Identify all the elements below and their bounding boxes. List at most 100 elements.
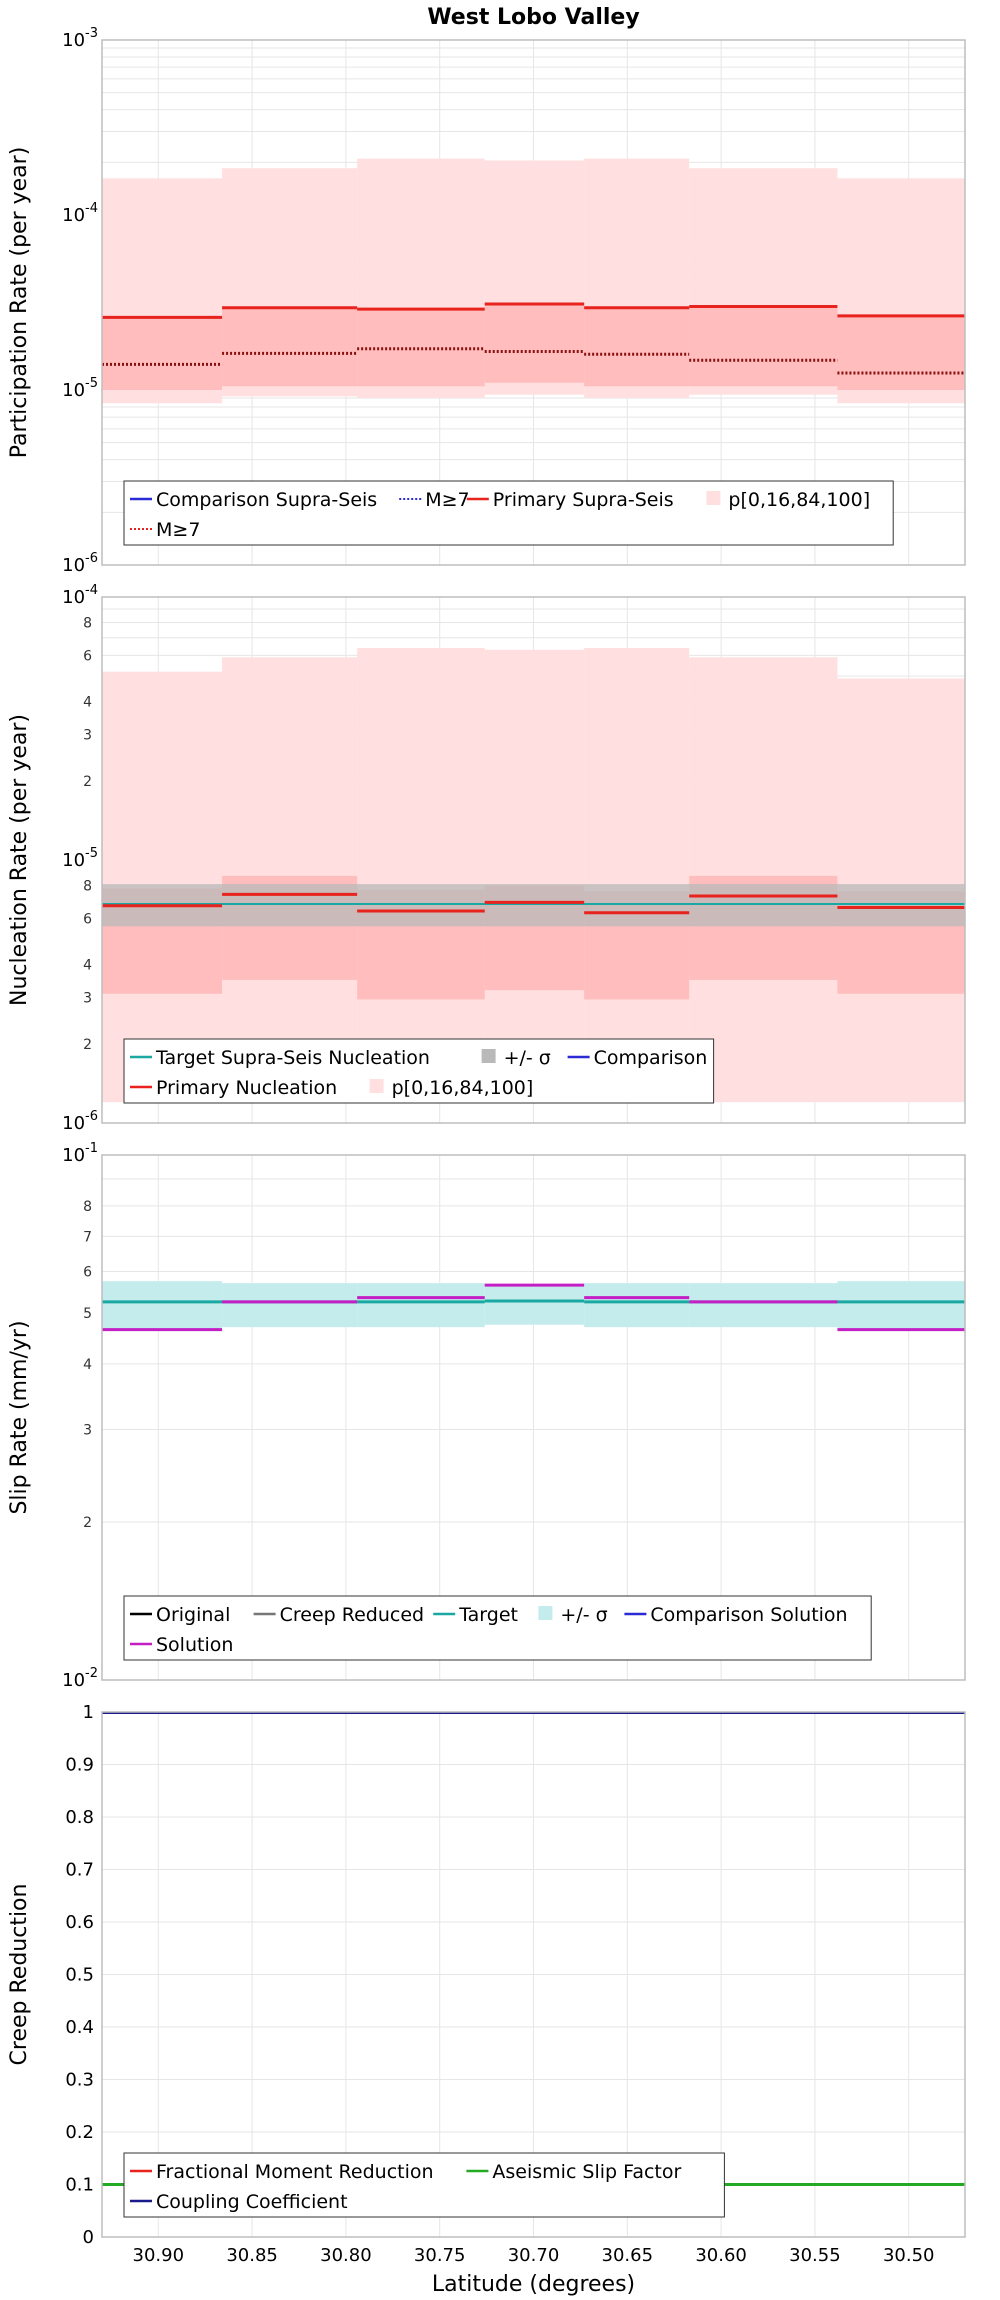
legend-label: +/- σ	[504, 1047, 551, 1069]
y-tick-label: 10-6	[62, 551, 98, 576]
y-tick-label: 1	[83, 1702, 94, 1723]
legend-label: +/- σ	[560, 1604, 607, 1626]
y-tick-label: 0.7	[65, 1860, 94, 1881]
target-sigma-band	[584, 1283, 690, 1328]
legend: Original Creep Reduced Target +/- σ Comparis…	[123, 1595, 872, 1661]
y-tick-label: 10-6	[62, 1109, 98, 1134]
band-p16-p84	[837, 315, 965, 390]
y-tick-label: 10-4	[62, 201, 98, 226]
legend-label: p[0,16,84,100]	[392, 1077, 534, 1099]
y-minor-tick-label: 8	[83, 878, 92, 894]
legend: Comparison Supra-Seis M≥7 Primary Supra-Se…	[123, 480, 894, 546]
legend-label: Aseismic Slip Factor	[492, 2161, 681, 2183]
panel-nucleation: 10-4 10-5 10-6 8 6 4 3 2 8 6 4 3 2 Nucleation Rate (p…	[7, 583, 966, 1134]
legend-swatch	[481, 1049, 496, 1063]
x-tick-label: 30.55	[789, 2245, 841, 2266]
y-tick-label: 0.3	[65, 2070, 94, 2091]
target-sigma-band	[222, 1283, 358, 1328]
y-minor-tick-label: 4	[83, 695, 92, 711]
legend-label: M≥7	[425, 489, 469, 511]
legend-label: p[0,16,84,100]	[728, 489, 870, 511]
y-minor-tick-label: 7	[83, 1229, 92, 1245]
legend-label: Comparison	[594, 1047, 708, 1069]
y-minor-tick-label: 3	[83, 728, 92, 744]
band-p0-p100	[584, 647, 690, 1103]
legend-label: Creep Reduced	[280, 1604, 424, 1626]
y-minor-tick-label: 6	[83, 911, 92, 927]
y-minor-tick-label: 6	[83, 1264, 92, 1280]
y-minor-tick-label: 4	[83, 1357, 92, 1373]
target-sigma-band	[689, 1283, 838, 1328]
plot-frame	[101, 39, 966, 566]
legend-label: Primary Nucleation	[156, 1077, 337, 1099]
y-axis-title: Nucleation Rate (per year)	[7, 714, 32, 1006]
x-tick-label: 30.80	[320, 2245, 372, 2266]
y-tick-label: 0.5	[65, 1965, 94, 1986]
y-tick-label: 10-4	[62, 583, 98, 608]
y-tick-label: 10-5	[62, 846, 98, 871]
y-minor-tick-label: 4	[83, 958, 92, 974]
y-minor-tick-label: 5	[83, 1306, 92, 1322]
legend-label: Target	[458, 1604, 518, 1626]
legend-label: Comparison Solution	[650, 1604, 847, 1626]
legend-label: Original	[156, 1604, 230, 1626]
band-p16-p84	[102, 317, 223, 390]
legend-label: Target Supra-Seis Nucleation	[155, 1047, 430, 1069]
y-axis-title: Participation Rate (per year)	[7, 147, 32, 459]
chart-title: West Lobo Valley	[427, 5, 639, 30]
legend: Fractional Moment Reduction Aseismic Slip…	[123, 2152, 725, 2218]
y-tick-label: 10-1	[62, 1141, 98, 1166]
band-p16-p84	[584, 307, 690, 387]
target-sigma-band	[484, 1285, 585, 1325]
band-p0-p100	[484, 649, 585, 1103]
y-minor-tick-label: 3	[83, 991, 92, 1007]
legend-label: Primary Supra-Seis	[493, 489, 674, 511]
legend-label: Coupling Coefficient	[156, 2191, 348, 2213]
x-tick-label: 30.70	[508, 2245, 560, 2266]
y-minor-tick-label: 3	[83, 1423, 92, 1439]
band-p16-p84	[484, 304, 585, 383]
target-sigma-band	[837, 1281, 965, 1330]
target-sigma-band	[102, 884, 965, 927]
band-p16-p84	[222, 307, 358, 387]
y-minor-tick-label: 8	[83, 1199, 92, 1215]
legend: Target Supra-Seis Nucleation +/- σ Compari…	[123, 1038, 715, 1104]
plot-frame	[101, 1154, 966, 1681]
y-tick-label: 10-5	[62, 376, 98, 401]
y-tick-label: 10-3	[62, 26, 98, 51]
legend-label: Fractional Moment Reduction	[156, 2161, 434, 2183]
target-sigma-band	[102, 1281, 223, 1330]
y-minor-tick-label: 6	[83, 648, 92, 664]
y-tick-label: 0.6	[65, 1912, 94, 1933]
x-tick-label: 30.50	[883, 2245, 935, 2266]
plot-frame	[101, 1711, 966, 2238]
legend-swatch	[706, 491, 721, 505]
legend-box	[123, 1038, 715, 1104]
y-tick-label: 0.9	[65, 1755, 94, 1776]
y-minor-tick-label: 2	[83, 1515, 92, 1531]
plot-frame	[101, 596, 966, 1124]
target-sigma-band	[357, 1283, 485, 1328]
y-tick-label: 10-2	[62, 1666, 98, 1691]
band-p0-p100	[357, 647, 485, 1103]
panel-slip: 10-1 10-2 8 7 6 5 4 3 2 Slip Rate (mm/yr) Original…	[7, 1141, 966, 1691]
y-tick-label: 0	[83, 2227, 94, 2248]
y-tick-label: 0.1	[65, 2175, 94, 2196]
y-minor-tick-label: 2	[83, 1037, 92, 1053]
legend-box	[123, 2152, 725, 2218]
x-tick-label: 30.90	[133, 2245, 185, 2266]
legend-box	[123, 480, 894, 546]
x-tick-label: 30.65	[602, 2245, 654, 2266]
band-p16-p84	[689, 306, 838, 387]
y-minor-tick-label: 2	[83, 774, 92, 790]
y-axis-title: Slip Rate (mm/yr)	[7, 1320, 32, 1514]
panel-participation: 10-3 10-4 10-5 10-6 Participation Rate (per …	[7, 26, 966, 576]
x-tick-label: 30.85	[226, 2245, 278, 2266]
y-tick-label: 0.4	[65, 2017, 94, 2038]
x-tick-label: 30.60	[695, 2245, 747, 2266]
y-minor-tick-label: 8	[83, 615, 92, 631]
y-tick-label: 0.2	[65, 2122, 94, 2143]
legend-label: Solution	[156, 1634, 233, 1656]
